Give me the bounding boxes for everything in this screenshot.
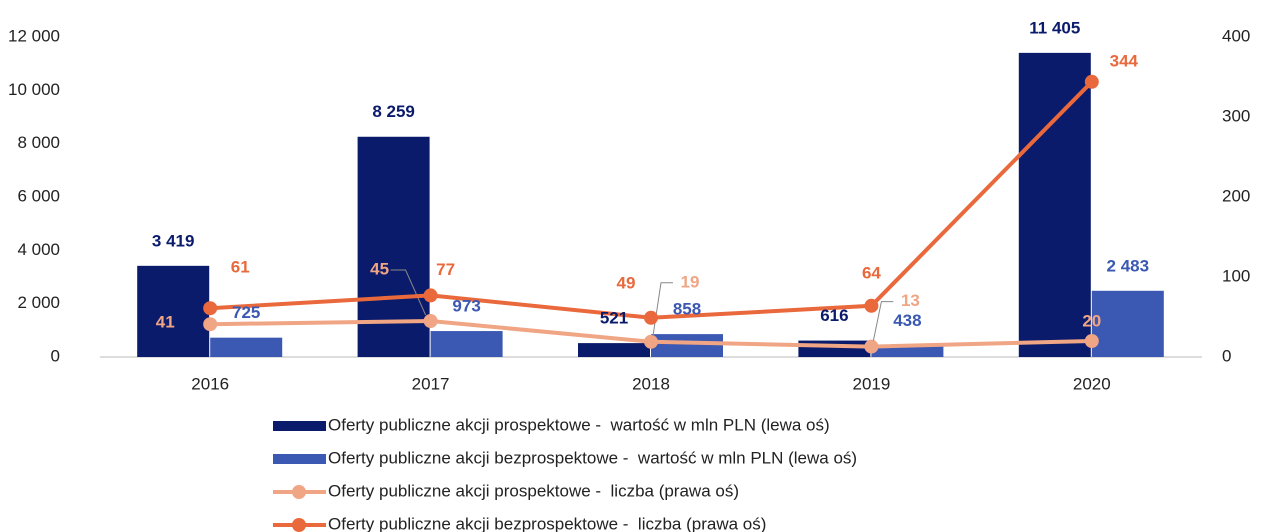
- legend-swatch: [273, 454, 326, 464]
- bar: [578, 343, 650, 357]
- y2-tick-label: 0: [1222, 346, 1231, 365]
- line-point: [1084, 74, 1099, 89]
- data-label: 438: [893, 311, 921, 330]
- data-label: 973: [452, 297, 480, 316]
- data-label: 8 259: [372, 102, 415, 121]
- line-point: [644, 334, 658, 349]
- y-tick-label: 8 000: [17, 133, 60, 152]
- bar: [1018, 52, 1091, 357]
- data-label: 11 405: [1029, 18, 1080, 37]
- line-point: [203, 317, 218, 332]
- legend-label: Oferty publiczne akcji prospektowe - war…: [328, 415, 830, 434]
- legend-label: Oferty publiczne akcji bezprospektowe - …: [328, 514, 766, 532]
- data-label: 2 483: [1107, 256, 1150, 275]
- data-label: 3 419: [152, 231, 195, 250]
- x-tick-label: 2020: [1073, 374, 1111, 393]
- legend-swatch: [292, 485, 306, 499]
- leader-line: [872, 301, 894, 341]
- data-label: 13: [901, 291, 920, 310]
- data-label: 858: [673, 300, 701, 319]
- line-point: [203, 301, 218, 316]
- x-tick-label: 2017: [412, 374, 450, 393]
- y2-tick-label: 400: [1222, 26, 1250, 45]
- legend-label: Oferty publiczne akcji prospektowe - lic…: [328, 481, 739, 500]
- data-label: 64: [862, 263, 881, 282]
- bar: [430, 331, 503, 357]
- legend-label: Oferty publiczne akcji bezprospektowe - …: [328, 448, 857, 467]
- bar: [1091, 290, 1164, 357]
- bar: [137, 265, 210, 357]
- legend-swatch: [292, 518, 306, 532]
- y-tick-label: 10 000: [8, 80, 60, 99]
- data-label: 344: [1110, 51, 1139, 70]
- data-label: 49: [617, 273, 636, 292]
- data-label: 19: [681, 272, 700, 291]
- y2-tick-label: 200: [1222, 186, 1250, 205]
- line-point: [864, 339, 879, 354]
- bar: [798, 340, 871, 357]
- y-tick-label: 12 000: [8, 26, 60, 45]
- data-label: 20: [1082, 311, 1101, 330]
- y-tick-label: 2 000: [17, 293, 60, 312]
- leader-line: [390, 269, 427, 316]
- line-point: [644, 310, 658, 325]
- bar: [871, 345, 944, 357]
- data-label: 61: [231, 258, 250, 277]
- line-point: [864, 298, 879, 313]
- x-tick-label: 2016: [191, 374, 229, 393]
- bar: [357, 136, 430, 357]
- bar: [210, 337, 283, 357]
- leader-line: [652, 282, 673, 336]
- line: [210, 80, 1094, 320]
- line-point: [423, 314, 438, 328]
- data-label: 41: [156, 313, 175, 332]
- x-tick-label: 2019: [852, 374, 890, 393]
- y-tick-label: 0: [51, 346, 60, 365]
- data-label: 725: [232, 303, 260, 322]
- data-label: 616: [820, 306, 848, 325]
- line-point: [1084, 334, 1099, 348]
- bar: [651, 334, 723, 357]
- data-label: 521: [600, 309, 628, 328]
- x-tick-label: 2018: [632, 374, 670, 393]
- y2-tick-label: 100: [1222, 266, 1250, 285]
- y-tick-label: 4 000: [17, 240, 60, 259]
- legend-swatch: [273, 421, 326, 431]
- line-point: [423, 288, 438, 303]
- y-tick-label: 6 000: [17, 186, 60, 205]
- data-label: 77: [436, 260, 455, 279]
- data-label: 45: [370, 259, 389, 278]
- y2-tick-label: 300: [1222, 106, 1250, 125]
